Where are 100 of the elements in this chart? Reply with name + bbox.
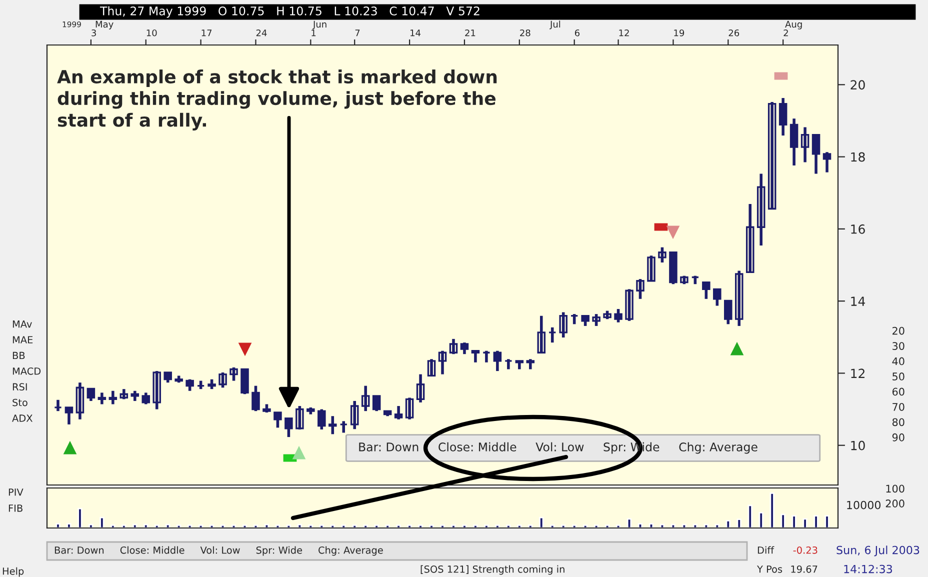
- text: Thu, 27 May 1999 O 10.75 H 10.75 L 10.23 C 10.47 V 572: [100, 6, 480, 18]
- bar: [528, 524, 533, 528]
- text: Sun, 6 Jul 2003: [836, 546, 920, 556]
- x-tick-label: 21: [465, 29, 476, 36]
- text: -0.23: [793, 546, 818, 554]
- bar: [626, 518, 632, 528]
- bar: [154, 524, 160, 528]
- bar: [275, 524, 280, 528]
- text: [SOS 121] Strength coming in: [420, 565, 564, 575]
- x-tick-label: 1: [312, 30, 316, 36]
- bar: [374, 524, 379, 528]
- x-tick-label: 12: [619, 29, 629, 36]
- candlestick: [54, 398, 62, 412]
- x-tick-label: 7: [355, 30, 360, 36]
- bar: [616, 524, 621, 528]
- x-tick-label: 24: [256, 29, 267, 36]
- text: Diff: [758, 546, 774, 554]
- candlestick: [570, 312, 578, 326]
- text: PIV FIB: [8, 488, 24, 512]
- bar: [726, 520, 730, 528]
- bar: [604, 524, 610, 528]
- bar: [506, 524, 511, 528]
- bar: [308, 524, 314, 528]
- bar: [319, 524, 324, 528]
- bar: [495, 524, 500, 528]
- bar: [440, 524, 445, 528]
- x-tick-label: 28: [520, 29, 530, 36]
- bar: [176, 524, 182, 528]
- bar: [396, 524, 401, 528]
- candlestick: [504, 358, 513, 371]
- text: 100 200: [886, 484, 904, 508]
- bar: [66, 523, 72, 528]
- bar: [539, 516, 544, 528]
- candlestick: [482, 349, 491, 364]
- bar: [231, 524, 236, 528]
- text: Jul: [550, 20, 560, 30]
- bar: [648, 523, 654, 528]
- bar: [286, 524, 292, 528]
- bar: [418, 524, 423, 528]
- text: Jun: [312, 20, 326, 30]
- bar: [484, 524, 489, 528]
- text: Aug: [785, 20, 802, 30]
- text: May: [96, 20, 114, 30]
- bar: [352, 524, 357, 528]
- bar: [209, 524, 214, 528]
- candlestick: [339, 420, 348, 434]
- bar: [736, 518, 742, 528]
- bar: [110, 524, 116, 528]
- y-tick-label: 16: [851, 224, 865, 234]
- bar: [220, 524, 226, 528]
- x-tick-label: 19: [674, 29, 684, 36]
- y-tick-label: 10: [851, 440, 865, 450]
- bar: [341, 524, 346, 528]
- bar: [100, 516, 104, 528]
- bar: [517, 524, 522, 528]
- bar: [462, 524, 467, 528]
- y-tick-label: 14: [851, 296, 866, 306]
- bar: [330, 524, 335, 528]
- x-tick-label: 26: [728, 29, 740, 36]
- bar: [572, 524, 577, 528]
- candlestick: [548, 326, 556, 344]
- bar: [78, 508, 82, 528]
- bar: [363, 524, 368, 528]
- bar: [748, 504, 752, 528]
- bar: [638, 523, 643, 528]
- bar: [385, 524, 390, 528]
- bar: [451, 524, 456, 528]
- y-tick-label: 12: [851, 368, 864, 378]
- bar: [814, 515, 818, 528]
- annotation: An example of a stock that is marked down during thin trading volume, just before the start of a rally.: [57, 70, 497, 130]
- text: MAv MAE BB MACD RSI Sto ADX: [12, 320, 41, 422]
- bar: [198, 524, 204, 528]
- bar: [758, 512, 764, 528]
- x-tick-label: 10: [146, 29, 157, 36]
- bar: [88, 524, 94, 528]
- bar: [594, 524, 599, 528]
- x-tick-label: 17: [202, 30, 212, 36]
- bar: [792, 515, 796, 528]
- bar: [473, 524, 478, 528]
- bar: [561, 524, 566, 528]
- bar: [802, 518, 808, 528]
- text: Help: [2, 567, 24, 577]
- bar: [429, 524, 434, 528]
- bar: [824, 515, 830, 528]
- x-tick-label: 2: [784, 29, 788, 36]
- text: 14:12:33: [844, 564, 892, 574]
- text: 19.67: [791, 565, 818, 573]
- bar: [550, 524, 555, 528]
- y-tick-label: 18: [851, 152, 865, 162]
- bar: [56, 523, 60, 528]
- bar: [253, 524, 258, 528]
- bar: [122, 524, 126, 528]
- x-tick-label: 3: [92, 29, 96, 36]
- x-tick-label: 6: [574, 29, 580, 36]
- bar: [187, 524, 192, 528]
- text: 10000: [847, 500, 881, 510]
- bar: [407, 524, 412, 528]
- x-tick-label: 14: [410, 30, 421, 36]
- text: Y Pos: [756, 566, 782, 573]
- y-tick-label: 20: [850, 80, 865, 90]
